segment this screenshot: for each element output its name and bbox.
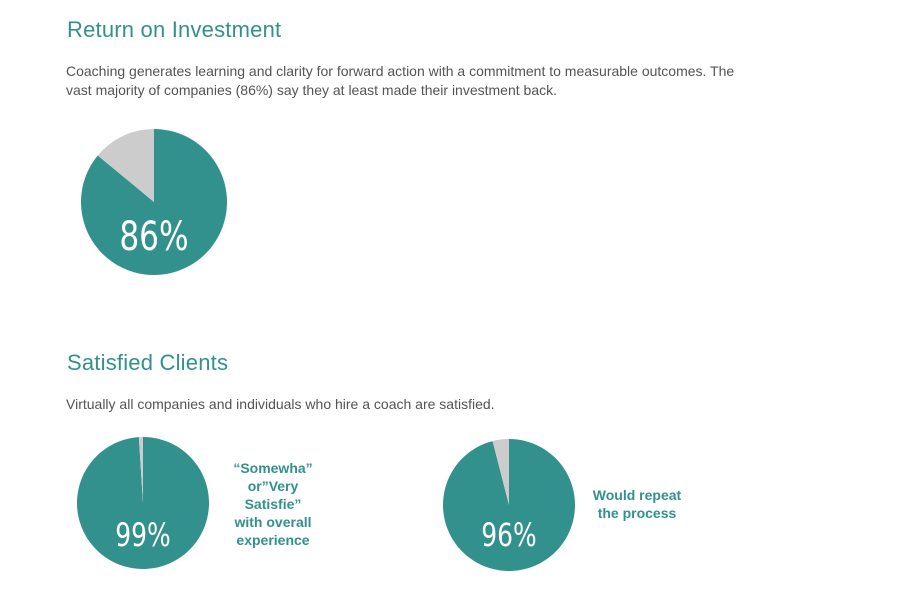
satisfied-title: Satisfied Clients: [67, 350, 229, 375]
caption-line: “Somewha”: [233, 460, 313, 476]
satisfaction-caption: “Somewha” or”Very Satisfie” with overall exp…: [218, 459, 328, 549]
repeat-caption: Would repeat the process: [582, 486, 692, 522]
satisfaction-pie-chart: 99%: [77, 437, 209, 569]
roi-description-line-1: Coaching generates learning and clarity …: [66, 63, 735, 79]
satisfied-description: Virtually all companies and individuals …: [66, 396, 495, 412]
repeat-pie-chart: 96%: [443, 439, 575, 571]
roi-pie-chart: 86%: [80, 129, 227, 275]
caption-line: with overall: [234, 514, 312, 530]
pie-percent-label: 99%: [115, 516, 170, 554]
pie-slice-main: [80, 129, 227, 275]
pie-slice-rest: [97, 129, 154, 202]
caption-line: Would repeat: [592, 487, 682, 503]
roi-description-line-2: vast majority of companies (86%) say the…: [66, 82, 557, 98]
caption-line: or”Very: [247, 478, 299, 494]
pie-slice-rest: [492, 439, 509, 505]
caption-line: experience: [236, 532, 310, 548]
roi-description: Coaching generates learning and clarity …: [66, 62, 886, 100]
pie-percent-label: 96%: [481, 516, 536, 554]
pie-slice-rest: [138, 437, 143, 503]
caption-line: the process: [597, 505, 677, 521]
caption-line: Satisfie”: [244, 496, 302, 512]
roi-title: Return on Investment: [67, 17, 282, 42]
pie-percent-label: 86%: [119, 214, 188, 260]
